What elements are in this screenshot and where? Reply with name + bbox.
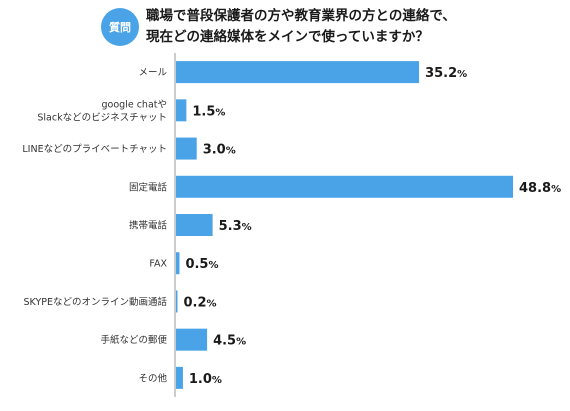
value-label: 0.5% (185, 257, 218, 272)
category-label: 携帯電話 (129, 220, 168, 232)
category-label: FAX (149, 259, 167, 270)
value-label: 5.3% (219, 219, 252, 234)
title-line-2: 現在どの連絡媒体をメインで使っていますか？ (146, 29, 429, 45)
category-label: 固定電話 (129, 181, 168, 193)
bar (176, 214, 213, 236)
question-badge: 質問 (101, 8, 139, 46)
bar (176, 252, 180, 275)
bar (176, 99, 187, 122)
value-label: 4.5% (213, 334, 246, 349)
title-line-1: 職場で普段保護者の方や教育業界の方との連絡で、 (146, 8, 456, 24)
chart-title: 職場で普段保護者の方や教育業界の方との連絡で、 現在どの連絡媒体をメインで使って… (146, 6, 561, 48)
value-label: 3.0% (203, 143, 236, 158)
bar (176, 290, 178, 313)
value-label: 35.2% (425, 66, 467, 81)
category-label: LINEなどのプライベートチャット (22, 144, 167, 155)
category-label: 手紙などの郵便 (100, 334, 167, 346)
category-label: メール (138, 68, 167, 79)
bar (176, 366, 183, 389)
category-label: google chatや Slackなどのビジネスチャット (37, 99, 167, 123)
bar (176, 175, 513, 198)
value-label: 1.5% (192, 104, 225, 119)
category-label: SKYPEなどのオンライン動画通話 (24, 296, 168, 308)
value-label: 1.0% (189, 372, 222, 387)
bar (176, 61, 420, 84)
category-label: その他 (138, 372, 167, 384)
bar (176, 328, 208, 351)
value-label: 48.8% (519, 181, 561, 196)
value-label: 0.2% (184, 295, 217, 310)
bar (176, 137, 197, 160)
